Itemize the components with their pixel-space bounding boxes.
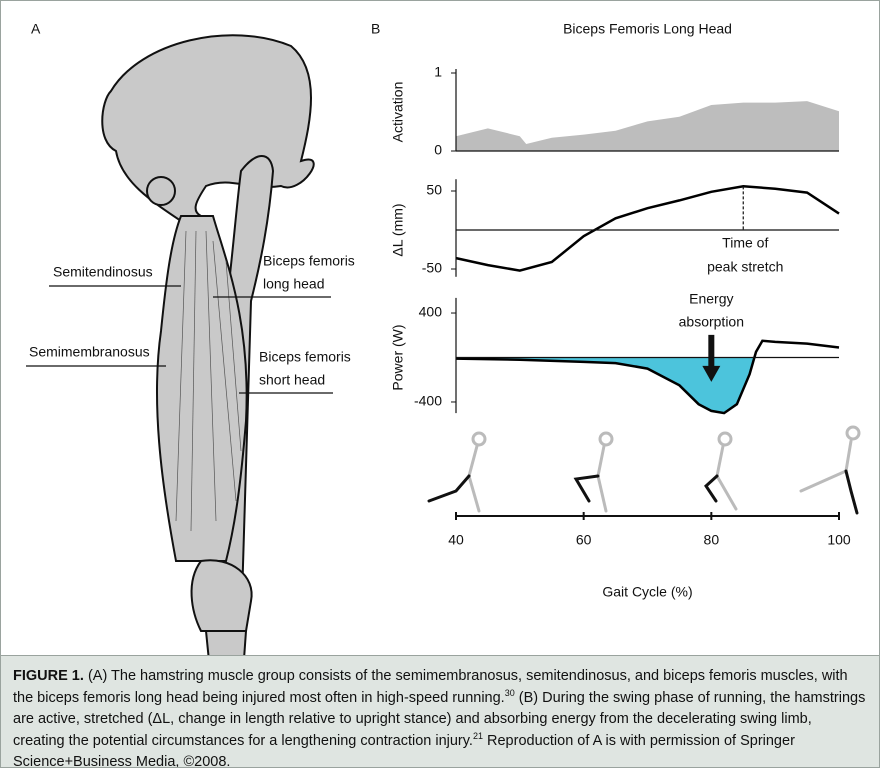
y-axis-label: Activation <box>390 82 406 143</box>
y-tick-label: -50 <box>422 260 442 276</box>
x-tick-label: 80 <box>704 532 720 548</box>
anatomy-label: Biceps femoris <box>263 253 355 269</box>
x-tick-label: 60 <box>576 532 592 548</box>
muscle-lines <box>175 230 242 532</box>
y-tick-label: 50 <box>426 182 442 198</box>
anatomy-label: Semimembranosus <box>29 344 150 360</box>
y-tick-label: 0 <box>434 142 442 158</box>
panel-label: B <box>371 21 380 37</box>
y-axis-label: ΔL (mm) <box>390 203 406 256</box>
anatomy-label: long head <box>263 276 325 292</box>
y-tick-label: 1 <box>434 64 442 80</box>
annotation: peak stretch <box>707 259 783 275</box>
panel-label: A <box>31 21 41 37</box>
caption-label: FIGURE 1. <box>13 668 84 684</box>
line <box>455 185 840 272</box>
annotation: absorption <box>679 314 744 330</box>
citation: 21 <box>472 730 483 741</box>
caption-text: Reproduction of A is with permission of … <box>13 732 795 768</box>
y-tick-label: 400 <box>419 304 443 320</box>
caption-text: (A) The hamstring muscle group consists … <box>13 668 848 706</box>
figure-art: A B Semitendinosus Semimembranosus Bicep… <box>26 21 861 702</box>
annotation: Energy <box>689 291 733 307</box>
caption-text: (B) During the swing phase of running, t… <box>13 689 866 749</box>
annotation-arrow <box>702 334 721 382</box>
anatomy-label: Semitendinosus <box>53 264 153 280</box>
caption: FIGURE 1. (A) The hamstring muscle group… <box>1 655 879 768</box>
anatomy-label: short head <box>259 372 325 388</box>
x-tick-label: 40 <box>448 532 464 548</box>
chart-title: Biceps Femoris Long Head <box>563 21 732 37</box>
x-axis-label: Gait Cycle (%) <box>602 584 692 600</box>
x-tick-label: 100 <box>827 532 851 548</box>
line <box>455 339 840 415</box>
y-axis-label: Power (W) <box>390 324 406 390</box>
area <box>456 357 839 414</box>
annotation: Time of <box>722 235 768 251</box>
runner-sketches <box>427 425 861 515</box>
y-tick-label: -400 <box>414 393 442 409</box>
anatomy-label: Biceps femoris <box>259 349 351 365</box>
area <box>456 101 839 151</box>
leader-lines <box>26 285 333 394</box>
citation: 30 <box>504 687 515 698</box>
